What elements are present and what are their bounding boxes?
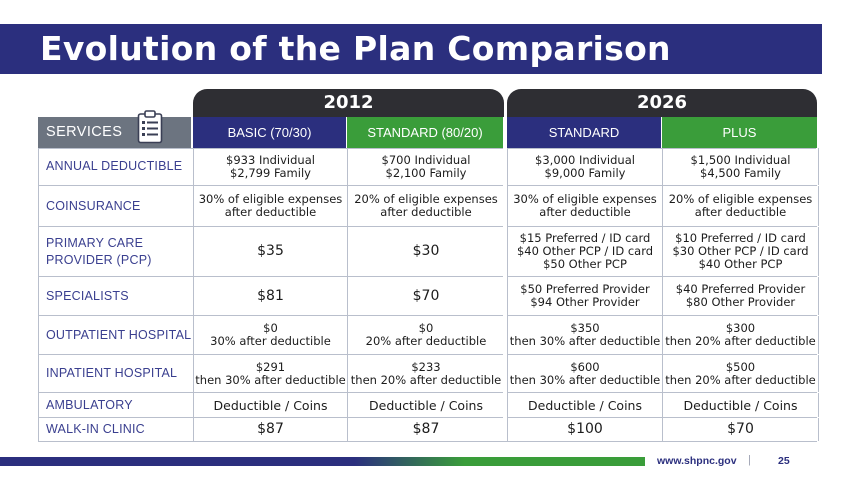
column-header-plus: PLUS bbox=[662, 117, 817, 148]
cell-standard-2026: Deductible / Coins bbox=[507, 393, 662, 417]
page-title: Evolution of the Plan Comparison bbox=[40, 29, 671, 68]
table-row-outpatient-hospital: OUTPATIENT HOSPITAL $0 30% after deductib… bbox=[38, 316, 819, 355]
cell-standard-2026: $600 then 30% after deductible bbox=[507, 355, 662, 392]
cell-basic: $87 bbox=[193, 418, 347, 441]
cell-basic: $933 Individual $2,799 Family bbox=[193, 148, 347, 185]
row-label: INPATIENT HOSPITAL bbox=[46, 366, 178, 380]
year-header-2026: 2026 bbox=[507, 89, 817, 117]
services-header: SERVICES bbox=[38, 117, 191, 148]
cell-standard-2012: $30 bbox=[347, 227, 504, 276]
cell-standard-2026: $3,000 Individual $9,000 Family bbox=[507, 148, 662, 185]
table-row-inpatient-hospital: INPATIENT HOSPITAL $291 then 30% after de… bbox=[38, 355, 819, 393]
table-row-ambulatory: AMBULATORY Deductible / Coins Deductible… bbox=[38, 393, 819, 418]
cell-basic: $81 bbox=[193, 277, 347, 315]
cell-basic: $35 bbox=[193, 227, 347, 276]
cell-standard-2012: 20% of eligible expenses after deductible bbox=[347, 186, 504, 226]
cell-standard-2026: $50 Preferred Provider $94 Other Provider bbox=[507, 277, 662, 315]
services-header-label: SERVICES bbox=[46, 124, 123, 140]
row-label: AMBULATORY bbox=[46, 397, 133, 412]
cell-standard-2026: $350 then 30% after deductible bbox=[507, 316, 662, 354]
row-label: WALK-IN CLINIC bbox=[46, 422, 145, 436]
clipboard-icon bbox=[137, 110, 163, 144]
cell-basic: $291 then 30% after deductible bbox=[193, 355, 347, 392]
cell-standard-2026: $15 Preferred / ID card $40 Other PCP / I… bbox=[507, 227, 662, 276]
cell-basic: Deductible / Coins bbox=[193, 393, 347, 417]
cell-plus: $10 Preferred / ID card $30 Other PCP / I… bbox=[662, 227, 819, 276]
cell-standard-2012: $70 bbox=[347, 277, 504, 315]
cell-basic: $0 30% after deductible bbox=[193, 316, 347, 354]
cell-standard-2012: $233 then 20% after deductible bbox=[347, 355, 504, 392]
year-divider bbox=[503, 117, 507, 441]
cell-standard-2012: $87 bbox=[347, 418, 504, 441]
cell-basic: 30% of eligible expenses after deductible bbox=[193, 186, 347, 226]
page-number: 25 bbox=[778, 455, 790, 467]
cell-plus: $500 then 20% after deductible bbox=[662, 355, 819, 392]
cell-plus: $40 Preferred Provider $80 Other Provider bbox=[662, 277, 819, 315]
cell-plus: $300 then 20% after deductible bbox=[662, 316, 819, 354]
table-row-specialists: SPECIALISTS $81 $70 $50 Preferred Provid… bbox=[38, 277, 819, 316]
cell-plus: 20% of eligible expenses after deductible bbox=[662, 186, 819, 226]
row-label: OUTPATIENT HOSPITAL bbox=[46, 327, 192, 342]
footer-url[interactable]: www.shpnc.gov bbox=[657, 455, 737, 467]
comparison-table bbox=[38, 148, 816, 441]
row-label: PRIMARY CARE PROVIDER (PCP) bbox=[46, 235, 152, 267]
cell-plus: $1,500 Individual $4,500 Family bbox=[662, 148, 819, 185]
cell-standard-2026: $100 bbox=[507, 418, 662, 441]
footer-bar bbox=[0, 457, 645, 466]
year-header-2012: 2012 bbox=[193, 89, 504, 117]
cell-plus: $70 bbox=[662, 418, 819, 441]
table-row-coinsurance: COINSURANCE 30% of eligible expenses afte… bbox=[38, 186, 819, 227]
table-row-primary-care: PRIMARY CARE PROVIDER (PCP) $35 $30 $15 P… bbox=[38, 227, 819, 277]
cell-standard-2012: Deductible / Coins bbox=[347, 393, 504, 417]
table-row-walk-in-clinic: WALK-IN CLINIC $87 $87 $100 $70 bbox=[38, 418, 819, 442]
title-bar: Evolution of the Plan Comparison bbox=[0, 24, 822, 74]
row-label: ANNUAL DEDUCTIBLE bbox=[46, 159, 183, 173]
column-header-standard-2026: STANDARD bbox=[507, 117, 661, 148]
cell-standard-2012: $700 Individual $2,100 Family bbox=[347, 148, 504, 185]
column-header-standard-2012: STANDARD (80/20) bbox=[347, 117, 503, 148]
row-label: SPECIALISTS bbox=[46, 288, 129, 303]
cell-standard-2026: 30% of eligible expenses after deductible bbox=[507, 186, 662, 226]
table-row-annual-deductible: ANNUAL DEDUCTIBLE $933 Individual $2,799 … bbox=[38, 148, 819, 186]
cell-standard-2012: $0 20% after deductible bbox=[347, 316, 504, 354]
column-header-basic: BASIC (70/30) bbox=[193, 117, 346, 148]
footer-separator: | bbox=[748, 454, 751, 466]
cell-plus: Deductible / Coins bbox=[662, 393, 819, 417]
row-label: COINSURANCE bbox=[46, 198, 141, 213]
